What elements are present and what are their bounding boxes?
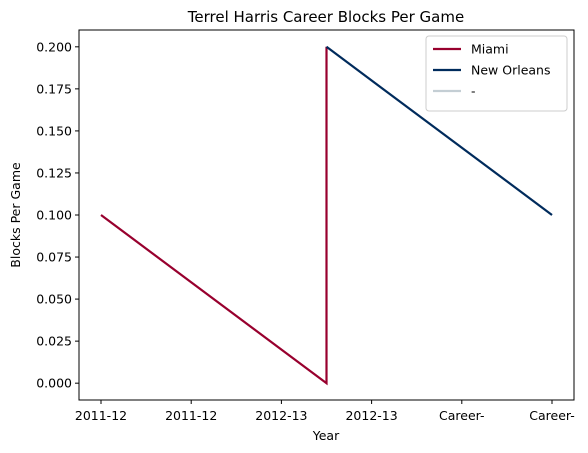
chart-title: Terrel Harris Career Blocks Per Game <box>187 8 464 26</box>
x-axis-label: Year <box>312 428 340 443</box>
plot-area <box>100 45 553 386</box>
x-tick-label: Career- <box>529 408 574 423</box>
y-tick-label: 0.100 <box>36 208 72 223</box>
x-tick-label: 2012-13 <box>255 408 307 423</box>
x-tick-label: 2011-12 <box>75 408 127 423</box>
x-tick-label: 2012-13 <box>345 408 397 423</box>
legend-label: New Orleans <box>471 63 550 78</box>
y-tick-label: 0.050 <box>36 292 72 307</box>
y-axis-label: Blocks Per Game <box>8 162 23 268</box>
y-tick-label: 0.000 <box>36 376 72 391</box>
y-axis: 0.000 0.025 0.050 0.075 0.100 0.125 0.150 0.175… <box>36 39 79 391</box>
y-tick-label: 0.200 <box>36 39 72 54</box>
series-line-0 <box>100 46 328 386</box>
legend-label: - <box>471 84 476 99</box>
y-tick-label: 0.175 <box>36 81 72 96</box>
legend: Miami New Orleans - <box>425 35 568 112</box>
x-tick-label: 2011-12 <box>165 408 217 423</box>
y-tick-label: 0.125 <box>36 165 72 180</box>
legend-label: Miami <box>471 42 509 57</box>
y-tick-label: 0.075 <box>36 250 72 265</box>
y-tick-label: 0.150 <box>36 123 72 138</box>
x-axis: 2011-12 2011-12 2012-13 2012-13 Career- Caree… <box>75 400 575 423</box>
legend-box <box>425 35 568 112</box>
x-tick-label: Career- <box>439 408 484 423</box>
series-line-1 <box>325 45 553 216</box>
y-tick-label: 0.025 <box>36 334 72 349</box>
